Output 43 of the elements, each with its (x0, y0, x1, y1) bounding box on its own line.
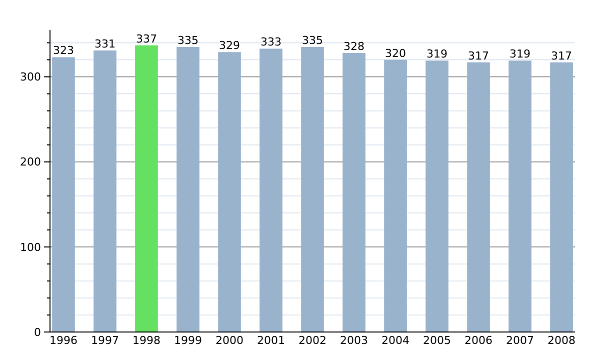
y-tick-label: 100 (20, 240, 41, 254)
data-label: 319 (426, 48, 448, 61)
data-label: 333 (260, 36, 282, 49)
x-tick-label: 2001 (257, 334, 285, 347)
bar (384, 60, 407, 332)
bar (94, 50, 116, 332)
data-label: 337 (136, 32, 157, 46)
x-tick-label: 2007 (506, 334, 534, 347)
x-tick-label: 2006 (464, 334, 493, 347)
bar (176, 47, 200, 332)
x-tick-label: 1998 (132, 334, 160, 347)
x-tick-label: 2004 (382, 334, 410, 347)
data-label: 317 (551, 49, 572, 62)
bar (52, 57, 75, 332)
data-label: 331 (94, 37, 116, 50)
x-tick-label: 2000 (215, 334, 244, 347)
y-tick-label: 0 (34, 326, 41, 339)
data-label: 323 (52, 44, 74, 58)
bar (135, 45, 158, 332)
bar (426, 60, 448, 332)
data-label: 319 (510, 48, 531, 61)
data-label: 335 (177, 34, 198, 48)
data-label: 329 (218, 39, 240, 52)
bar (218, 52, 241, 332)
data-label: 317 (468, 49, 490, 62)
x-tick-label: 2002 (298, 334, 326, 347)
bar (342, 52, 366, 332)
bar (508, 60, 532, 332)
x-tick-label: 1997 (90, 334, 119, 347)
bar (301, 47, 324, 332)
x-tick-label: 2003 (340, 334, 368, 347)
x-tick-label: 1996 (49, 334, 78, 347)
x-tick-label: 2005 (423, 334, 452, 347)
x-tick-label: 2008 (548, 334, 576, 347)
data-label: 320 (385, 46, 406, 60)
x-tick-label: 1999 (174, 334, 202, 347)
bar (260, 48, 282, 332)
y-tick-label: 300 (20, 70, 41, 84)
y-tick-label: 200 (20, 156, 41, 169)
data-label: 328 (344, 40, 364, 53)
bar (467, 62, 490, 332)
data-label: 335 (302, 34, 323, 48)
bar (550, 62, 573, 332)
